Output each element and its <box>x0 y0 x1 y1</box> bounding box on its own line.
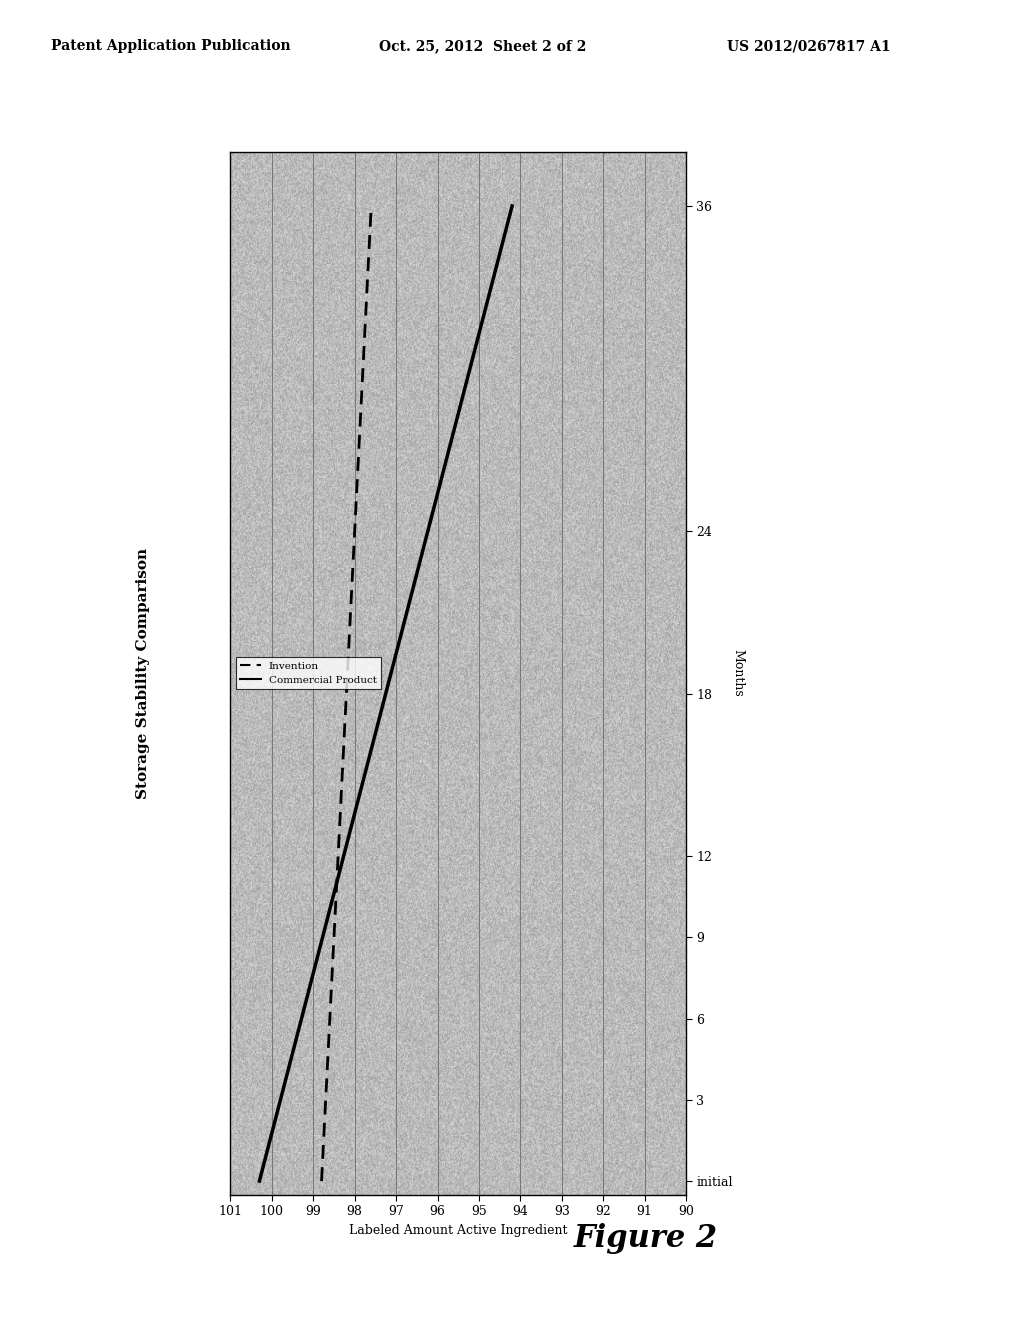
Text: Patent Application Publication: Patent Application Publication <box>51 40 291 53</box>
Y-axis label: Months: Months <box>731 649 744 697</box>
Legend: Invention, Commercial Product: Invention, Commercial Product <box>236 657 381 689</box>
Text: Storage Stability Comparison: Storage Stability Comparison <box>136 548 151 799</box>
Text: Figure 2: Figure 2 <box>573 1224 718 1254</box>
Text: Oct. 25, 2012  Sheet 2 of 2: Oct. 25, 2012 Sheet 2 of 2 <box>379 40 587 53</box>
Text: US 2012/0267817 A1: US 2012/0267817 A1 <box>727 40 891 53</box>
X-axis label: Labeled Amount Active Ingredient: Labeled Amount Active Ingredient <box>349 1224 567 1237</box>
